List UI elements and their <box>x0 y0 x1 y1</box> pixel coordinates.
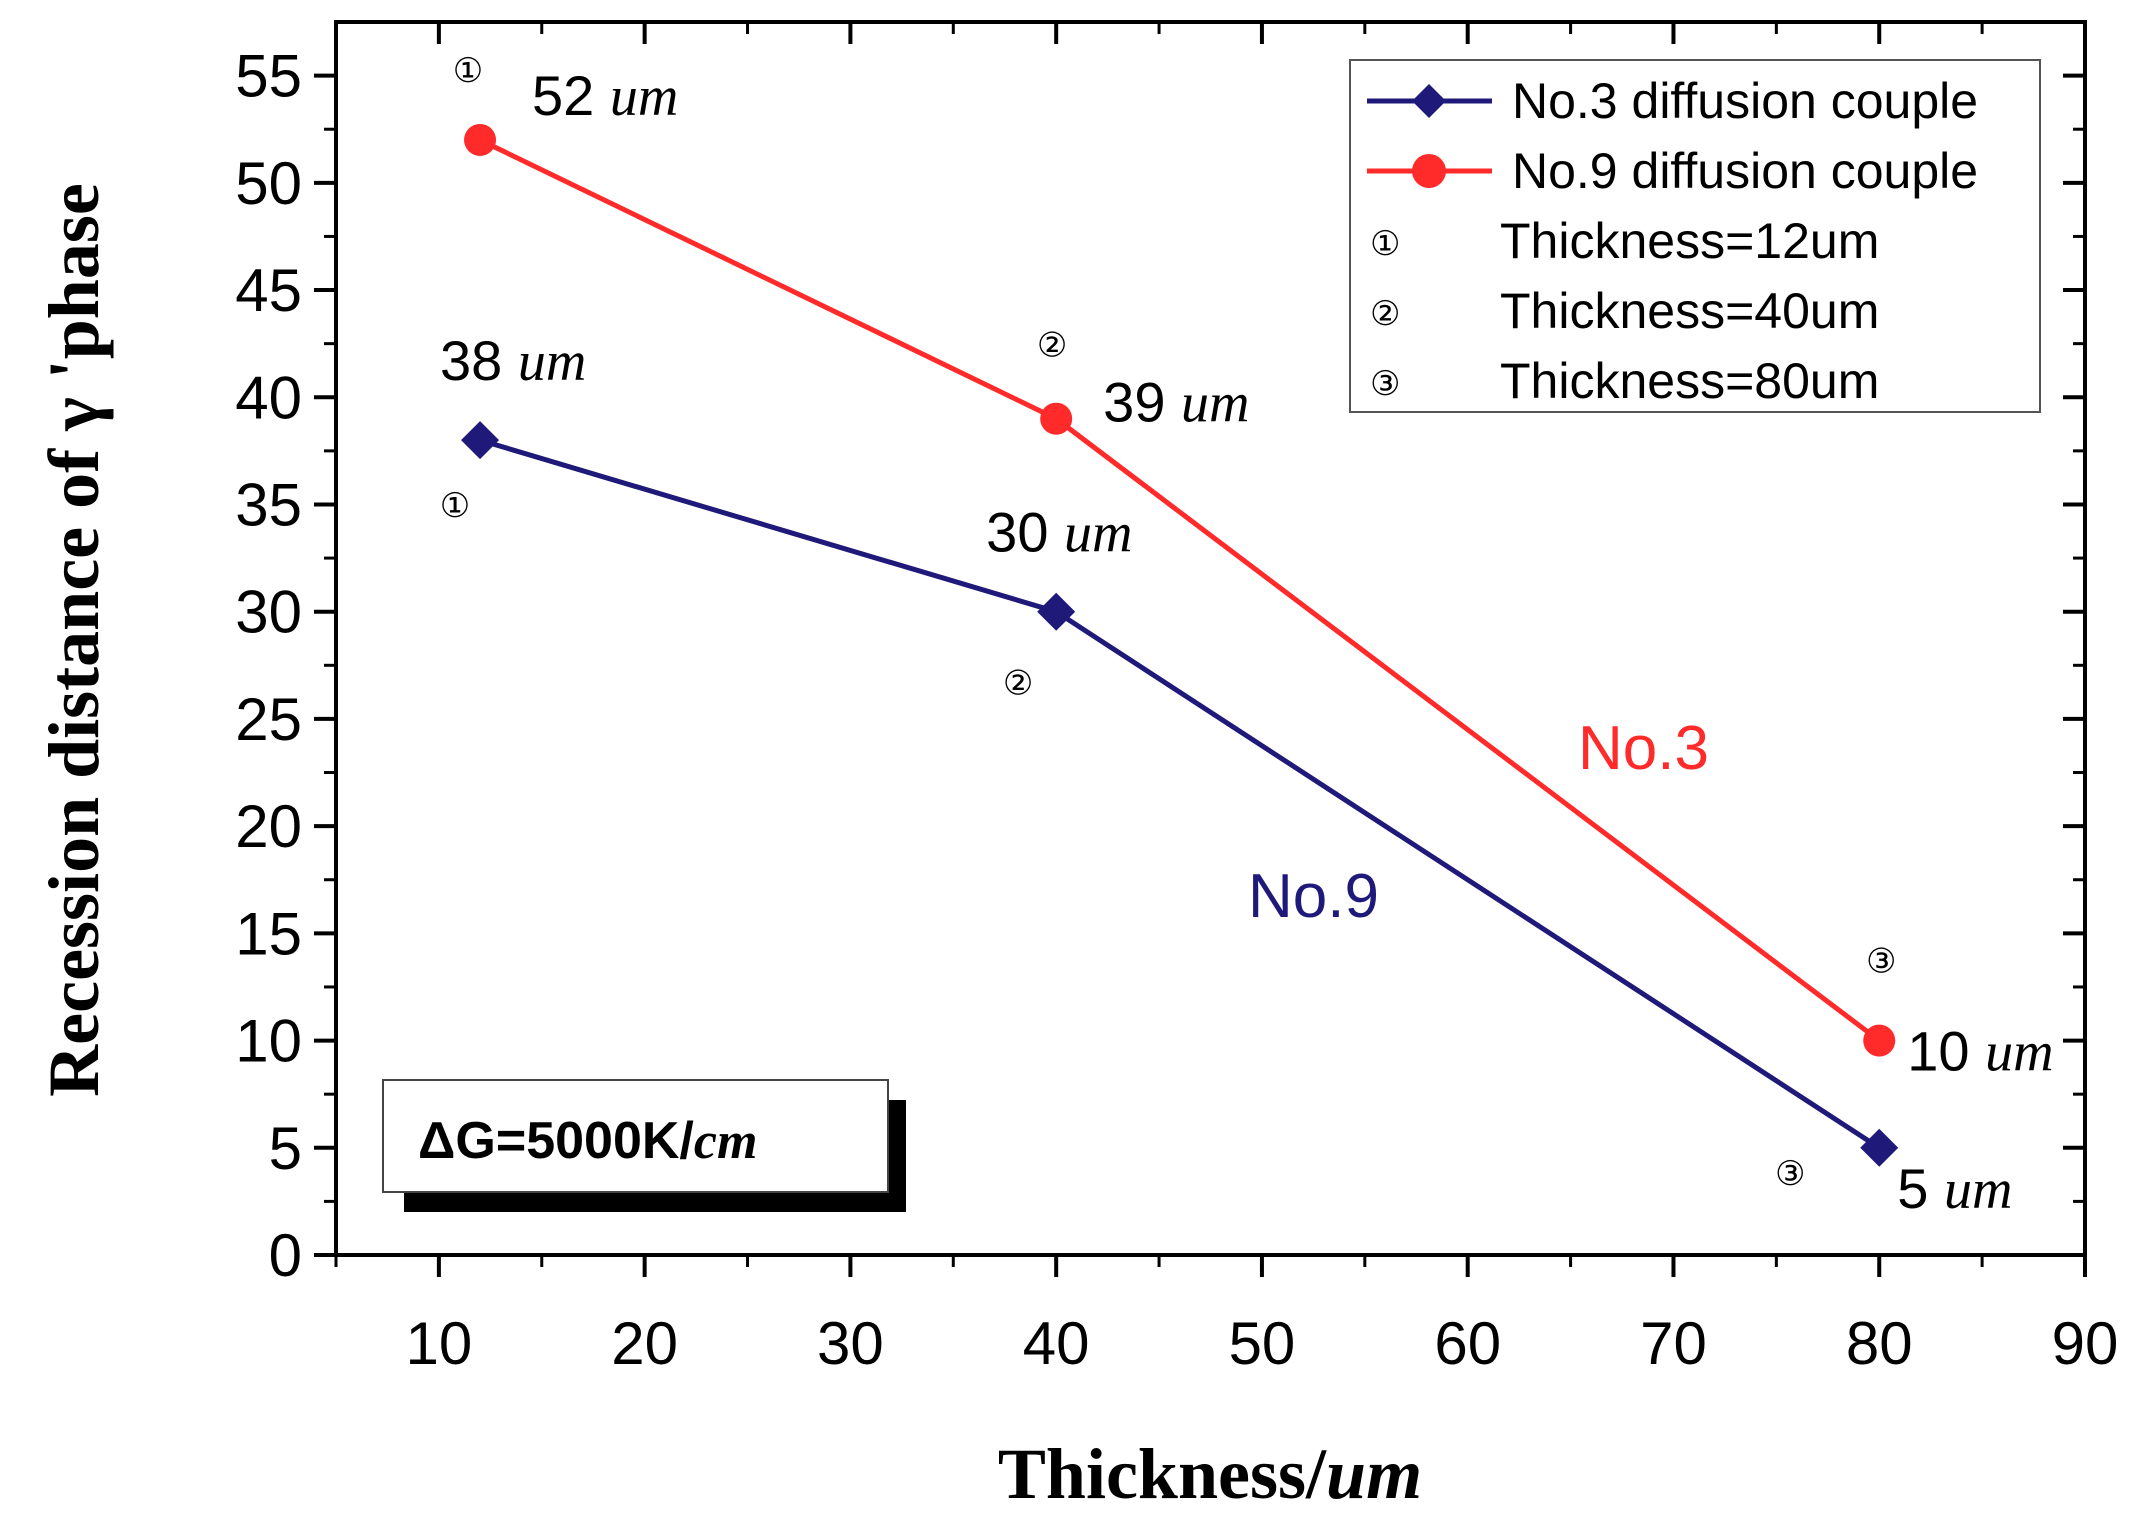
value-label: 38 um <box>440 329 586 393</box>
y-tick-label: 55 <box>235 43 302 110</box>
y-tick-label: 30 <box>235 579 302 646</box>
x-tick-label: 10 <box>406 1310 473 1377</box>
value-label: 52 um <box>532 64 678 128</box>
data-point-no9 <box>464 123 497 156</box>
value-label: 5 um <box>1897 1157 2012 1221</box>
legend-label-12: Thickness=12um <box>1500 213 1879 269</box>
plot-frame <box>334 20 2087 1257</box>
y-axis-title: Recession distance of γ 'phase <box>34 183 114 1097</box>
condition-box-frame <box>382 1079 889 1193</box>
x-axis-title-main: Thickness/ <box>998 1434 1327 1514</box>
data-point-no3 <box>1860 1128 1899 1167</box>
thickness-symbol: ① <box>453 52 483 90</box>
thickness-symbol: ② <box>1003 665 1033 703</box>
y-tick-label: 35 <box>235 471 302 538</box>
thickness-symbol: ③ <box>1866 943 1896 981</box>
point-labels: 38 um ① 30 um ② 5 um ③ 52 um ① 39 um ② 10 um ③ <box>440 52 2054 1221</box>
value-label-number: 5 <box>1897 1157 1944 1220</box>
condition-unit: cm <box>694 1113 758 1170</box>
legend-label-80: Thickness=80um <box>1500 353 1879 409</box>
series-layer <box>461 123 1899 1167</box>
legend-symbol-80: ③ <box>1370 365 1400 403</box>
y-tick-label: 20 <box>235 793 302 860</box>
value-label-number: 38 <box>440 329 518 392</box>
data-point-no3 <box>461 421 500 460</box>
value-label-number: 10 <box>1907 1020 1985 1083</box>
x-tick-label: 50 <box>1229 1310 1296 1377</box>
value-label-unit: um <box>610 66 678 128</box>
x-axis-title-unit: um <box>1326 1434 1422 1514</box>
value-label: 30 um <box>986 501 1132 565</box>
y-tick-label: 45 <box>235 257 302 324</box>
value-label-number: 39 <box>1103 371 1181 434</box>
value-label-unit: um <box>1944 1159 2012 1221</box>
value-label-number: 52 <box>532 64 610 127</box>
condition-box: ΔG=5000K/cm <box>382 1079 906 1212</box>
condition-prefix: ΔG=5000K/ <box>418 1112 694 1170</box>
series-line-no3 <box>479 437 1881 1150</box>
legend-label-40: Thickness=40um <box>1500 283 1879 339</box>
x-tick-label: 70 <box>1640 1310 1707 1377</box>
y-tick-label: 0 <box>269 1222 302 1289</box>
x-tick-label: 80 <box>1846 1310 1913 1377</box>
y-tick-label: 10 <box>235 1008 302 1075</box>
annotation-no9: No.9 <box>1248 862 1379 931</box>
y-tick-label: 40 <box>235 364 302 431</box>
legend-label-no3: No.3 diffusion couple <box>1512 73 1978 129</box>
y-tick-label: 15 <box>235 900 302 967</box>
legend-label-no9: No.9 diffusion couple <box>1512 143 1978 199</box>
value-label-unit: um <box>1064 503 1132 565</box>
value-label: 10 um <box>1907 1020 2053 1084</box>
data-point-no9 <box>1863 1024 1896 1057</box>
legend-marker-no3 <box>1412 84 1446 118</box>
condition-text: ΔG=5000K/cm <box>418 1112 757 1170</box>
data-point-no3 <box>1037 592 1076 631</box>
x-tick-label: 40 <box>1023 1310 1090 1377</box>
value-label-unit: um <box>1985 1022 2053 1084</box>
legend: No.3 diffusion couple No.9 diffusion cou… <box>1349 59 2041 413</box>
y-tick-label: 5 <box>269 1115 302 1182</box>
value-label-unit: um <box>518 331 586 393</box>
thickness-symbol: ③ <box>1775 1155 1805 1193</box>
data-point-no9 <box>1040 402 1073 435</box>
legend-marker-no9 <box>1412 154 1446 188</box>
x-tick-label: 90 <box>2052 1310 2119 1377</box>
legend-box <box>1349 59 2041 413</box>
legend-symbol-40: ② <box>1370 295 1400 333</box>
x-tick-label: 20 <box>611 1310 678 1377</box>
thickness-symbol: ① <box>440 487 470 525</box>
value-label-number: 30 <box>986 501 1064 564</box>
thickness-symbol: ② <box>1037 327 1067 365</box>
x-tick-label: 30 <box>817 1310 884 1377</box>
axes: 10 20 30 40 50 60 70 80 90 0 5 10 15 20 25 30 35 40 45 50 55 <box>235 22 2118 1377</box>
x-tick-label: 60 <box>1434 1310 1501 1377</box>
y-tick-label: 25 <box>235 686 302 753</box>
x-axis-title: Thickness/um <box>998 1434 1422 1514</box>
annotation-no3: No.3 <box>1578 714 1709 783</box>
value-label-unit: um <box>1181 373 1249 435</box>
value-label: 39 um <box>1103 371 1249 435</box>
y-tick-label: 50 <box>235 150 302 217</box>
legend-symbol-12: ① <box>1370 225 1400 263</box>
